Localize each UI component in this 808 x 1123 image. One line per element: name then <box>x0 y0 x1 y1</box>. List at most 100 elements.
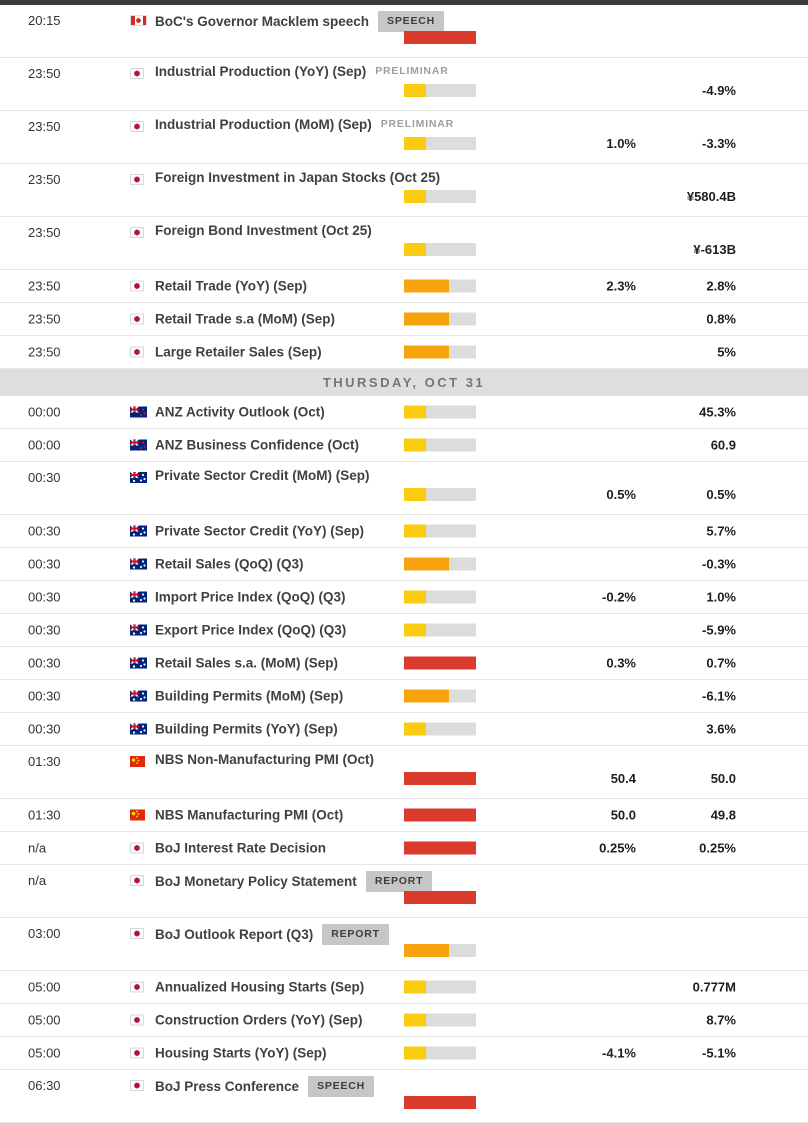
event-time: 23:50 <box>28 172 61 187</box>
event-time: 06:30 <box>28 1078 61 1093</box>
event-row[interactable]: 00:00 ANZ Business Confidence (Oct) 60.9 <box>0 429 808 462</box>
event-badge: REPORT <box>365 871 433 892</box>
event-row[interactable]: 00:30 Building Permits (YoY) (Sep) 3.6% <box>0 713 808 746</box>
previous-value: 5% <box>717 344 736 360</box>
event-title: ANZ Business Confidence (Oct) <box>155 437 360 453</box>
flag-japan-icon <box>130 227 144 238</box>
volatility-fill <box>404 84 426 97</box>
event-row[interactable]: 00:30 Import Price Index (QoQ) (Q3) -0.2… <box>0 581 808 614</box>
event-title: BoC's Governor Macklem speech <box>155 13 370 29</box>
event-time: 00:30 <box>28 655 61 671</box>
event-row[interactable]: 23:50 Foreign Investment in Japan Stocks… <box>0 164 808 217</box>
previous-value: -6.1% <box>702 688 736 704</box>
event-row[interactable]: 05:00 Housing Starts (YoY) (Sep) -4.1% -… <box>0 1037 808 1070</box>
flag-japan-icon <box>130 121 144 132</box>
event-title-wrap: Private Sector Credit (MoM) (Sep) <box>155 468 379 483</box>
event-title: Construction Orders (YoY) (Sep) <box>155 1012 363 1028</box>
event-row[interactable]: 23:50 Retail Trade s.a (MoM) (Sep) 0.8% <box>0 303 808 336</box>
event-title-wrap: Retail Trade s.a (MoM) (Sep) <box>155 312 344 327</box>
event-title-wrap: Industrial Production (YoY) (Sep) PRELIM… <box>155 64 449 79</box>
event-time: 23:50 <box>28 66 61 81</box>
event-row[interactable]: 00:30 Retail Sales s.a. (MoM) (Sep) 0.3%… <box>0 647 808 680</box>
event-time: 00:30 <box>28 622 61 638</box>
previous-value: 5.7% <box>706 523 736 539</box>
flag-australia-icon <box>130 690 147 702</box>
event-row[interactable]: 00:30 Private Sector Credit (YoY) (Sep) … <box>0 515 808 548</box>
volatility-fill <box>404 137 426 150</box>
volatility-fill <box>404 405 426 419</box>
event-row[interactable]: 00:30 Private Sector Credit (MoM) (Sep) … <box>0 462 808 515</box>
event-row[interactable]: 23:50 Foreign Bond Investment (Oct 25) ¥… <box>0 217 808 270</box>
volatility-fill <box>404 1013 426 1027</box>
volatility-bar <box>404 722 476 736</box>
event-title: NBS Manufacturing PMI (Oct) <box>155 807 344 823</box>
event-row[interactable]: 23:50 Industrial Production (MoM) (Sep) … <box>0 111 808 164</box>
event-row[interactable]: 23:50 Industrial Production (YoY) (Sep) … <box>0 58 808 111</box>
previous-value: -0.3% <box>702 556 736 572</box>
event-title-wrap: Annualized Housing Starts (Sep) <box>155 980 373 995</box>
volatility-bar <box>404 190 476 203</box>
event-row[interactable]: 00:00 ANZ Activity Outlook (Oct) 45.3% <box>0 396 808 429</box>
event-time: 23:50 <box>28 278 61 294</box>
event-row[interactable]: n/a BoJ Monetary Policy Statement REPORT <box>0 865 808 918</box>
previous-value: 0.8% <box>706 311 736 327</box>
event-time: 00:30 <box>28 556 61 572</box>
volatility-bar <box>404 137 476 150</box>
event-title: BoJ Outlook Report (Q3) <box>155 926 314 942</box>
event-row[interactable]: 01:30 NBS Manufacturing PMI (Oct) 50.0 4… <box>0 799 808 832</box>
flag-australia-icon <box>130 591 147 603</box>
previous-value: 1.0% <box>706 589 736 605</box>
event-title-wrap: ANZ Business Confidence (Oct) <box>155 438 368 453</box>
volatility-bar <box>404 557 476 571</box>
section-divider-bar <box>0 0 808 5</box>
volatility-fill <box>404 345 449 359</box>
event-title-wrap: BoJ Monetary Policy Statement REPORT <box>155 871 433 892</box>
event-title: Building Permits (MoM) (Sep) <box>155 688 344 704</box>
event-title-wrap: Building Permits (YoY) (Sep) <box>155 722 347 737</box>
flag-canada-icon <box>130 15 147 26</box>
event-title: Housing Starts (YoY) (Sep) <box>155 1045 327 1061</box>
event-title-wrap: Retail Trade (YoY) (Sep) <box>155 279 316 294</box>
volatility-fill <box>404 279 449 293</box>
event-title: BoJ Interest Rate Decision <box>155 840 327 856</box>
volatility-fill <box>404 243 426 256</box>
volatility-bar <box>404 980 476 994</box>
event-row[interactable]: 00:30 Export Price Index (QoQ) (Q3) -5.9… <box>0 614 808 647</box>
previous-value: 0.777M <box>692 979 736 995</box>
event-row[interactable]: 05:00 Annualized Housing Starts (Sep) 0.… <box>0 971 808 1004</box>
event-row[interactable]: 20:15 BoC's Governor Macklem speech SPEE… <box>0 5 808 58</box>
volatility-bar <box>404 84 476 97</box>
event-row[interactable]: 06:30 BoJ Press Conference SPEECH <box>0 1070 808 1123</box>
flag-australia-icon <box>130 525 147 537</box>
event-row[interactable]: 00:30 Retail Sales (QoQ) (Q3) -0.3% <box>0 548 808 581</box>
previous-value: 45.3% <box>699 404 736 420</box>
previous-value: ¥-613B <box>693 242 736 257</box>
event-time: 00:30 <box>28 589 61 605</box>
event-title-wrap: NBS Manufacturing PMI (Oct) <box>155 808 352 823</box>
flag-japan-icon <box>130 875 144 886</box>
event-row[interactable]: 01:30 NBS Non-Manufacturing PMI (Oct) 50… <box>0 746 808 799</box>
event-row[interactable]: 03:00 BoJ Outlook Report (Q3) REPORT <box>0 918 808 971</box>
previous-value: -4.9% <box>702 83 736 98</box>
event-time: 23:50 <box>28 119 61 134</box>
event-row[interactable]: n/a BoJ Interest Rate Decision 0.25% 0.2… <box>0 832 808 865</box>
previous-value: 49.8 <box>710 807 736 823</box>
event-row[interactable]: 00:30 Building Permits (MoM) (Sep) -6.1% <box>0 680 808 713</box>
volatility-fill <box>404 557 449 571</box>
forecast-value: 2.3% <box>606 278 636 294</box>
volatility-bar <box>404 345 476 359</box>
event-time: 23:50 <box>28 344 61 360</box>
event-title: Retail Sales s.a. (MoM) (Sep) <box>155 655 339 671</box>
day-header: THURSDAY, OCT 31 <box>0 369 808 396</box>
volatility-bar <box>404 772 476 785</box>
event-time: 03:00 <box>28 926 61 941</box>
event-time: n/a <box>28 873 47 888</box>
event-title: BoJ Monetary Policy Statement <box>155 873 357 889</box>
event-badge: PRELIMINAR <box>380 118 455 131</box>
event-row[interactable]: 23:50 Large Retailer Sales (Sep) 5% <box>0 336 808 369</box>
volatility-fill <box>404 590 426 604</box>
volatility-bar <box>404 243 476 256</box>
event-row[interactable]: 23:50 Retail Trade (YoY) (Sep) 2.3% 2.8% <box>0 270 808 303</box>
event-title-wrap: Housing Starts (YoY) (Sep) <box>155 1046 336 1061</box>
event-row[interactable]: 05:00 Construction Orders (YoY) (Sep) 8.… <box>0 1004 808 1037</box>
